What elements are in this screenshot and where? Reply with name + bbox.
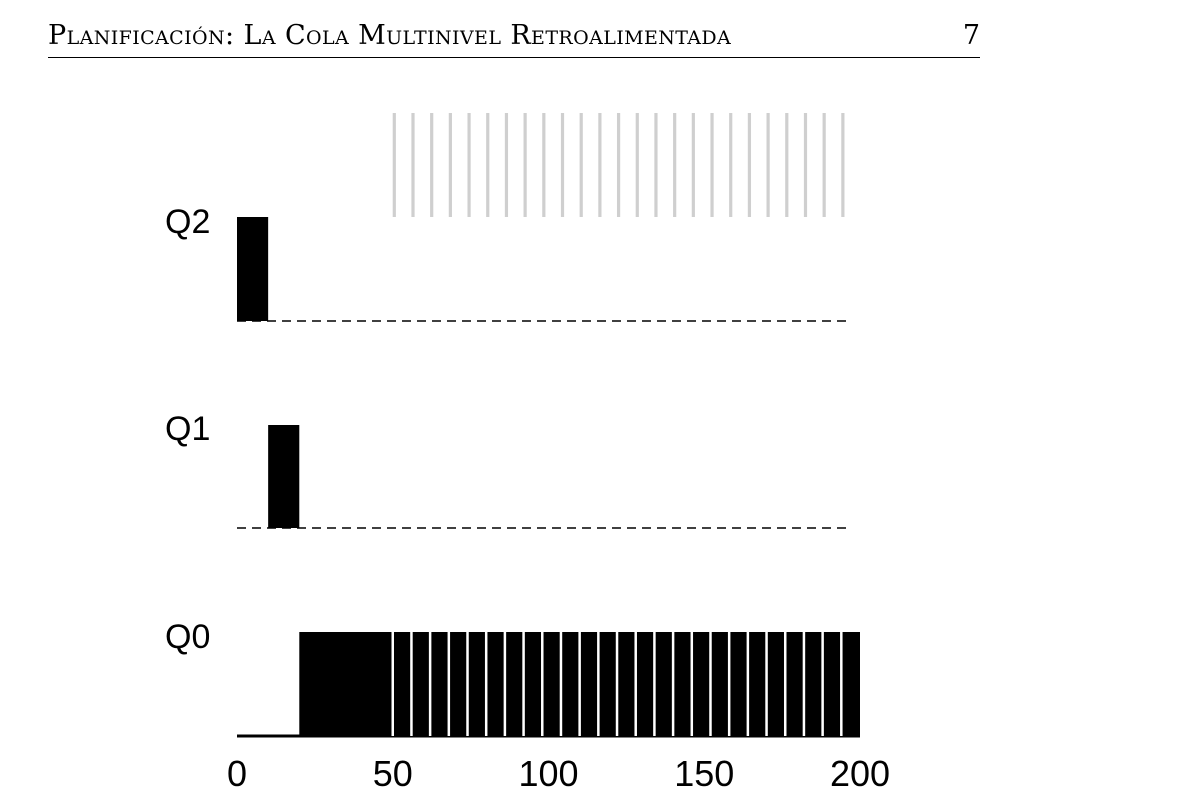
queue-label-q1: Q1: [165, 410, 210, 448]
page-number: 7: [962, 20, 980, 51]
header-title: Planificación: La Cola Multinivel Retroa…: [48, 20, 732, 51]
x-tick-label-0: 0: [227, 753, 247, 793]
x-tick-label-3: 150: [674, 753, 734, 793]
x-tick-label-2: 100: [518, 753, 578, 793]
long-job-bar-q2-0: [237, 217, 269, 321]
page-header: Planificación: La Cola Multinivel Retroa…: [48, 18, 980, 58]
x-tick-label-1: 50: [373, 753, 413, 793]
x-axis-ticks: 0 50 100 150 200: [227, 753, 890, 793]
queue-label-q2: Q2: [165, 203, 210, 241]
x-tick-label-4: 200: [830, 753, 890, 793]
long-job-bar-q1-1: [268, 425, 300, 528]
queue-label-q0: Q0: [165, 618, 210, 656]
chart-marks: [237, 113, 860, 738]
